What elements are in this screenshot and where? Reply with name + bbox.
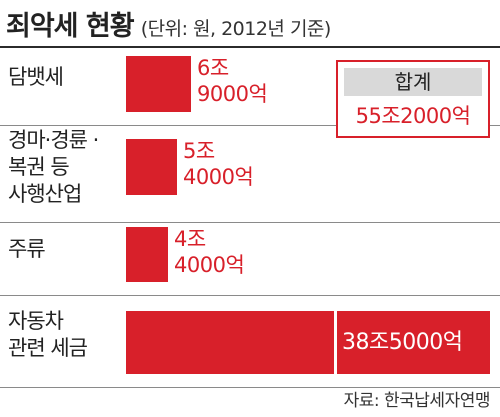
category-label-line: 주류 <box>8 237 46 261</box>
total-box: 합계 55조2000억 <box>336 60 490 138</box>
category-label: 담뱃세 <box>8 64 64 91</box>
row-divider <box>0 222 500 223</box>
total-value: 55조2000억 <box>355 104 471 128</box>
title-underline <box>0 46 500 48</box>
chart-title: 죄악세 현황 <box>6 11 135 42</box>
chart-subtitle: (단위: 원, 2012년 기준) <box>140 18 332 40</box>
category-label: 주류 <box>8 236 46 263</box>
source-note: 자료: 한국납세자연맹 <box>343 391 491 411</box>
category-label-line: 복권 등 <box>8 155 70 179</box>
bar <box>126 311 490 374</box>
data-label-line: 4조 <box>174 227 206 251</box>
row-divider <box>0 387 500 388</box>
data-label-line: 4000억 <box>174 253 245 277</box>
bar <box>126 227 168 282</box>
data-label: 4조 4000억 <box>174 226 245 278</box>
category-label-line: 경마·경륜 · <box>8 128 99 152</box>
chart-title-row: 죄악세 현황 (단위: 원, 2012년 기준) <box>6 4 331 44</box>
bar <box>126 56 191 112</box>
data-label-line: 9000억 <box>197 82 268 106</box>
data-label: 38조5000억 <box>342 329 463 355</box>
data-label-line: 4000억 <box>183 165 254 189</box>
data-label: 5조 4000억 <box>183 138 254 190</box>
data-label-line: 5조 <box>183 139 215 163</box>
row-divider <box>0 125 500 126</box>
data-label: 6조 9000억 <box>197 55 268 107</box>
category-label-line: 관련 세금 <box>8 336 88 360</box>
row-divider <box>0 295 500 296</box>
category-label-line: 자동차 <box>8 309 64 333</box>
total-label: 합계 <box>344 68 482 96</box>
data-label-line: 6조 <box>197 56 229 80</box>
bar-separator <box>334 311 337 374</box>
bar <box>126 139 177 195</box>
category-label-line: 사행산업 <box>8 182 82 206</box>
category-label-line: 담뱃세 <box>8 65 64 89</box>
